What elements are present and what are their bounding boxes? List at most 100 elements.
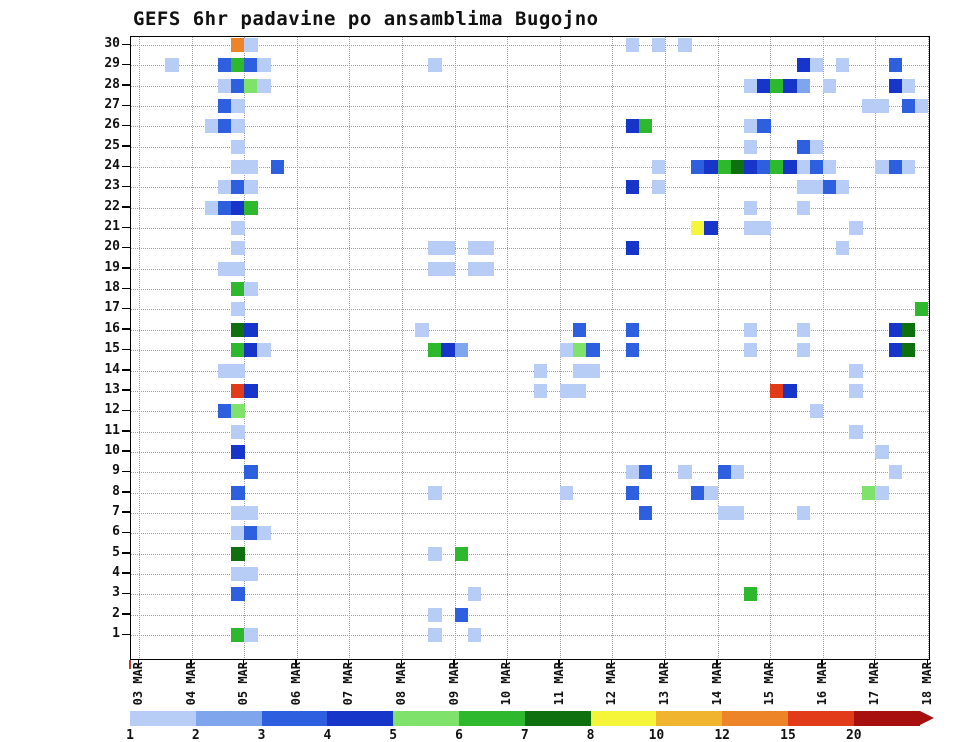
y-tick [122, 267, 130, 269]
heatmap-cell [704, 221, 718, 236]
heatmap-cell [743, 587, 758, 602]
heatmap-cell [428, 58, 442, 73]
heatmap-cell [796, 139, 811, 154]
heatmap-cell [244, 160, 258, 175]
y-tick [122, 43, 130, 45]
x-tick [768, 660, 771, 668]
colorbar-tick-label: 12 [714, 728, 731, 742]
heatmap-cell [651, 38, 666, 52]
heatmap-cell [467, 261, 482, 276]
heatmap-cell [691, 485, 705, 500]
y-tick [122, 531, 130, 534]
heatmap-cell [651, 160, 666, 175]
heatmap-cell [625, 38, 640, 52]
gridline-v [507, 37, 509, 658]
heatmap-cell [559, 383, 574, 398]
heatmap-cell [204, 200, 219, 215]
heatmap-cell [625, 343, 640, 358]
heatmap-cell [875, 160, 889, 175]
gridline-v [717, 37, 719, 658]
heatmap-cell [231, 58, 245, 73]
gridline-h [131, 85, 928, 87]
gridline-h [131, 187, 928, 189]
heatmap-cell [533, 383, 548, 398]
plot-area [130, 36, 930, 660]
gridline-h [131, 492, 928, 494]
heatmap-cell [849, 383, 863, 398]
heatmap-cell [835, 241, 850, 256]
heatmap-cell [757, 119, 771, 134]
heatmap-cell [717, 505, 732, 520]
heatmap-cell [257, 526, 271, 541]
y-tick-label: 9 [112, 463, 120, 479]
heatmap-cell [244, 383, 258, 398]
heatmap-cell [743, 200, 758, 215]
heatmap-cell [231, 241, 245, 256]
y-tick [122, 430, 130, 432]
heatmap-cell [743, 322, 758, 337]
heatmap-cell [888, 58, 903, 73]
y-tick [122, 633, 130, 635]
heatmap-cell [783, 160, 797, 175]
y-tick [122, 124, 130, 127]
heatmap-cell [244, 322, 258, 337]
y-tick [122, 63, 130, 66]
heatmap-cell [625, 485, 640, 500]
heatmap-cell [231, 200, 245, 215]
heatmap-cell [428, 607, 442, 622]
heatmap-cell [244, 282, 258, 297]
heatmap-cell [796, 343, 811, 358]
heatmap-cell [217, 119, 232, 134]
heatmap-cell [901, 322, 916, 337]
colorbar-tick-label: 6 [455, 728, 463, 742]
heatmap-cell [914, 302, 929, 317]
y-tick-label: 27 [104, 97, 120, 113]
heatmap-cell [796, 200, 811, 215]
gridline-v [402, 37, 403, 658]
heatmap-cell [231, 99, 245, 114]
heatmap-cell [217, 363, 232, 378]
heatmap-cell [244, 628, 258, 642]
gridline-h [131, 167, 928, 169]
heatmap-cell [270, 160, 285, 175]
heatmap-cell [888, 322, 903, 337]
x-tick [453, 660, 455, 668]
gridline-h [131, 553, 928, 555]
x-tick [400, 660, 402, 668]
y-tick-label: 19 [104, 259, 120, 275]
heatmap-cell [743, 139, 758, 154]
gridline-h [131, 289, 928, 291]
y-tick [122, 145, 130, 147]
heatmap-cell [572, 383, 587, 398]
heatmap-cell [441, 241, 455, 256]
y-tick-label: 10 [104, 442, 120, 458]
y-tick [122, 185, 130, 188]
gridline-h [131, 45, 928, 46]
colorbar-segment [590, 711, 657, 726]
heatmap-cell [231, 282, 245, 297]
heatmap-cell [467, 241, 482, 256]
heatmap-cell [231, 343, 245, 358]
heatmap-cell [441, 343, 455, 358]
y-tick [122, 104, 130, 107]
heatmap-cell [809, 58, 824, 73]
heatmap-cell [849, 221, 863, 236]
colorbar-segment [459, 711, 526, 726]
colorbar-tick-label: 15 [780, 728, 796, 742]
y-tick [122, 511, 130, 513]
colorbar-tick-label: 20 [845, 728, 862, 742]
chart-title: GEFS 6hr padavine po ansamblima Bugojno [133, 8, 599, 30]
heatmap-cell [257, 343, 271, 358]
y-tick-label: 8 [112, 483, 120, 499]
heatmap-cell [559, 343, 574, 358]
gridline-h [131, 65, 928, 67]
heatmap-cell [914, 99, 929, 114]
y-tick [122, 307, 130, 310]
heatmap-cell [231, 180, 245, 195]
heatmap-cell [743, 160, 758, 175]
heatmap-cell [428, 485, 442, 500]
gridline-h [131, 106, 928, 108]
heatmap-cell [849, 363, 863, 378]
y-tick [122, 84, 130, 86]
y-tick-label: 25 [104, 137, 120, 153]
